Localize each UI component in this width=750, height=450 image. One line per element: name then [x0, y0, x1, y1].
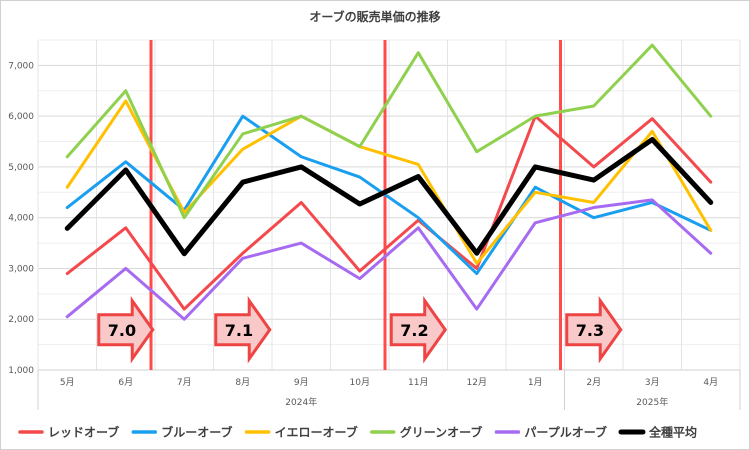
x-tick-label: 2月: [586, 377, 601, 388]
version-arrow: [389, 296, 448, 364]
x-tick-label: 3月: [645, 377, 660, 388]
axes: 1,000 2,000 3,000 4,000 5,000 6,000 7,000 5月 6月 7…: [8, 61, 741, 410]
legend-label: グリーンオーブ: [400, 425, 483, 440]
version-arrow: [565, 296, 623, 364]
year-group-label: 2025年: [636, 396, 668, 408]
version-arrow-label: 7.2: [400, 321, 428, 340]
version-arrow-label: 7.3: [576, 321, 604, 340]
x-tick-label: 8月: [235, 377, 250, 388]
legend-label: 全種平均: [648, 425, 697, 440]
x-tick-label: 6月: [118, 377, 133, 388]
x-tick-label: 7月: [177, 377, 192, 388]
series-line: [64, 137, 714, 257]
y-tick-label: 2,000: [8, 315, 34, 325]
series-line: [65, 114, 713, 276]
x-tick-label: 9月: [294, 377, 309, 388]
x-tick-label: 10月: [350, 377, 370, 388]
legend-label: パープルオーブ: [524, 425, 607, 440]
version-arrow-label: 7.0: [108, 321, 136, 340]
version-arrow: [214, 296, 272, 364]
version-arrow-label: 7.1: [225, 321, 253, 340]
series-line: [65, 198, 713, 321]
y-tick-label: 4,000: [8, 214, 34, 224]
y-tick-label: 6,000: [8, 112, 34, 122]
y-tick-label: 7,000: [8, 61, 34, 71]
x-tick-label: 11月: [408, 377, 428, 388]
x-tick-label: 1月: [528, 377, 543, 388]
chart-title: オーブの販売単価の推移: [309, 9, 440, 24]
version-arrows: 7.0 7.1 7.2 7.3: [97, 296, 623, 364]
version-lines: [149, 40, 562, 370]
series-lines: [64, 43, 714, 321]
x-tick-label: 12月: [467, 377, 487, 388]
series-line: [65, 43, 713, 220]
y-tick-label: 5,000: [8, 163, 34, 173]
version-arrow: [97, 296, 155, 364]
x-tick-label: 4月: [703, 377, 718, 388]
legend-label: レッドオーブ: [48, 425, 119, 440]
legend-label: イエローオーブ: [275, 425, 358, 440]
legend-label: ブルーオーブ: [161, 425, 232, 440]
legend: レッドオーブ ブルーオーブ イエローオーブ グリーンオーブ パープルオーブ 全種平均: [18, 425, 697, 440]
year-group-label: 2024年: [285, 396, 317, 408]
x-tick-label: 5月: [60, 377, 75, 388]
series-line: [65, 114, 713, 311]
y-tick-label: 3,000: [8, 264, 34, 274]
y-tick-label: 1,000: [8, 366, 34, 376]
